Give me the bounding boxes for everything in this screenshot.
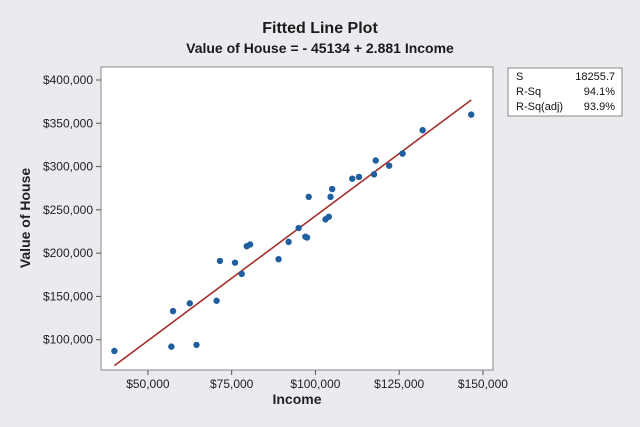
stats-value-rsq: 94.1% — [584, 86, 615, 98]
y-tick-label: $300,000 — [43, 160, 93, 174]
stats-box: S 18255.7 R-Sq 94.1% R-Sq(adj) 93.9% — [507, 67, 623, 117]
stats-label-s: S — [516, 71, 523, 83]
y-tick-label: $400,000 — [43, 73, 93, 87]
data-point — [295, 224, 302, 232]
data-point — [168, 343, 175, 350]
y-tick-label: $200,000 — [43, 246, 93, 260]
stats-label-rsq: R-Sq — [516, 86, 541, 98]
chart-subtitle: Value of House = - 45134 + 2.881 Income — [186, 40, 454, 56]
plot-area — [100, 66, 494, 371]
data-point — [285, 238, 292, 246]
data-point — [193, 341, 200, 349]
data-point — [216, 257, 224, 265]
stats-value-s: 18255.7 — [575, 71, 615, 83]
stats-label-rsq-adj: R-Sq(adj) — [516, 101, 563, 113]
data-point — [349, 175, 356, 182]
x-tick-label: $50,000 — [126, 377, 170, 391]
data-point — [305, 193, 312, 201]
data-point — [169, 307, 177, 315]
y-tick-label: $350,000 — [43, 116, 93, 130]
chart-title: Fitted Line Plot — [262, 20, 378, 37]
y-tick-label: $150,000 — [43, 289, 93, 303]
y-axis: $100,000 $150,000 $200,000 $250,000 $300,000… — [43, 73, 101, 347]
regression-line — [113, 99, 472, 367]
data-point — [328, 185, 336, 193]
data-points — [111, 111, 475, 355]
data-point — [419, 126, 426, 134]
x-tick-label: $125,000 — [374, 377, 424, 391]
data-point — [303, 234, 311, 241]
data-point — [231, 259, 239, 266]
x-tick-label: $100,000 — [290, 377, 340, 391]
y-tick-label: $250,000 — [43, 203, 93, 217]
data-point — [372, 157, 379, 164]
data-point — [111, 347, 118, 355]
x-axis-label: Income — [272, 391, 321, 407]
data-point — [275, 255, 282, 263]
x-tick-label: $75,000 — [210, 377, 254, 391]
data-point — [385, 162, 393, 169]
data-point — [238, 270, 245, 278]
y-axis-label: Value of House — [17, 168, 33, 269]
data-point — [399, 150, 406, 157]
data-point — [325, 213, 333, 220]
data-point — [246, 241, 254, 248]
x-axis: $50,000 $75,000 $100,000 $125,000 $150,000 — [126, 370, 508, 391]
x-tick-label: $150,000 — [458, 377, 508, 391]
data-point — [370, 171, 378, 178]
stats-value-rsq-adj: 93.9% — [584, 101, 615, 113]
data-point — [468, 111, 475, 118]
data-point — [327, 193, 334, 201]
data-point — [213, 297, 220, 304]
data-point — [186, 300, 193, 307]
data-point — [355, 173, 363, 181]
y-tick-label: $100,000 — [43, 333, 93, 347]
